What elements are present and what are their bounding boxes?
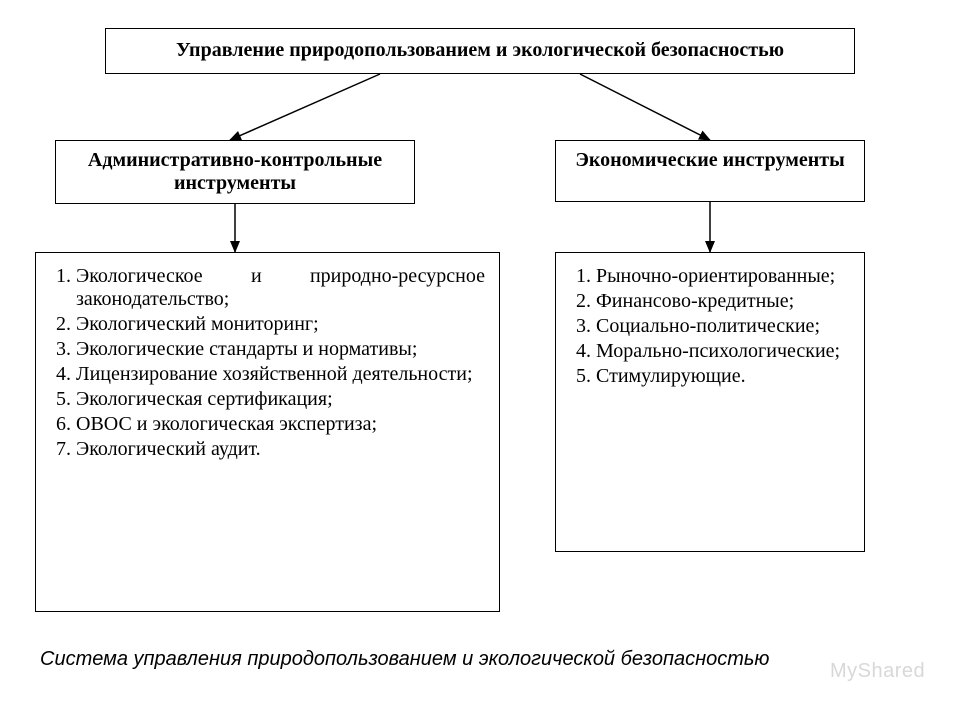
left-branch-label: Административно-контрольные инструменты	[88, 149, 382, 194]
list-item: Экологические стандарты и нормативы;	[76, 338, 485, 361]
root-node: Управление природопользованием и экологи…	[105, 28, 855, 74]
right-list-node: Рыночно-ориентированные;Финансово-кредит…	[555, 252, 865, 552]
caption-text: Система управления природопользованием и…	[40, 648, 769, 670]
left-list: Экологическое и природно-ресурсное закон…	[50, 265, 485, 461]
root-label: Управление природопользованием и экологи…	[176, 39, 784, 61]
left-branch-node: Административно-контрольные инструменты	[55, 140, 415, 204]
list-item: Социально-политические;	[596, 315, 850, 338]
watermark: MyShared	[830, 660, 925, 683]
list-item: Экологическое и природно-ресурсное закон…	[76, 265, 485, 311]
list-item: Экологический мониторинг;	[76, 313, 485, 336]
list-item: Стимулирующие.	[596, 365, 850, 388]
right-list: Рыночно-ориентированные;Финансово-кредит…	[570, 265, 850, 388]
left-list-node: Экологическое и природно-ресурсное закон…	[35, 252, 500, 612]
right-branch-label: Экономические инструменты	[575, 149, 844, 171]
edge	[230, 74, 380, 140]
list-item: Морально-психологические;	[596, 340, 850, 363]
edge	[580, 74, 710, 140]
list-item: Лицензирование хозяйственной деятельност…	[76, 363, 485, 386]
list-item: ОВОС и экологическая экспертиза;	[76, 413, 485, 436]
figure-caption: Система управления природопользованием и…	[40, 648, 769, 671]
diagram-canvas: Управление природопользованием и экологи…	[0, 0, 960, 720]
list-item: Экологический аудит.	[76, 438, 485, 461]
list-item: Финансово-кредитные;	[596, 290, 850, 313]
list-item: Рыночно-ориентированные;	[596, 265, 850, 288]
right-branch-node: Экономические инструменты	[555, 140, 865, 202]
list-item: Экологическая сертификация;	[76, 388, 485, 411]
watermark-text: MyShared	[830, 660, 925, 682]
